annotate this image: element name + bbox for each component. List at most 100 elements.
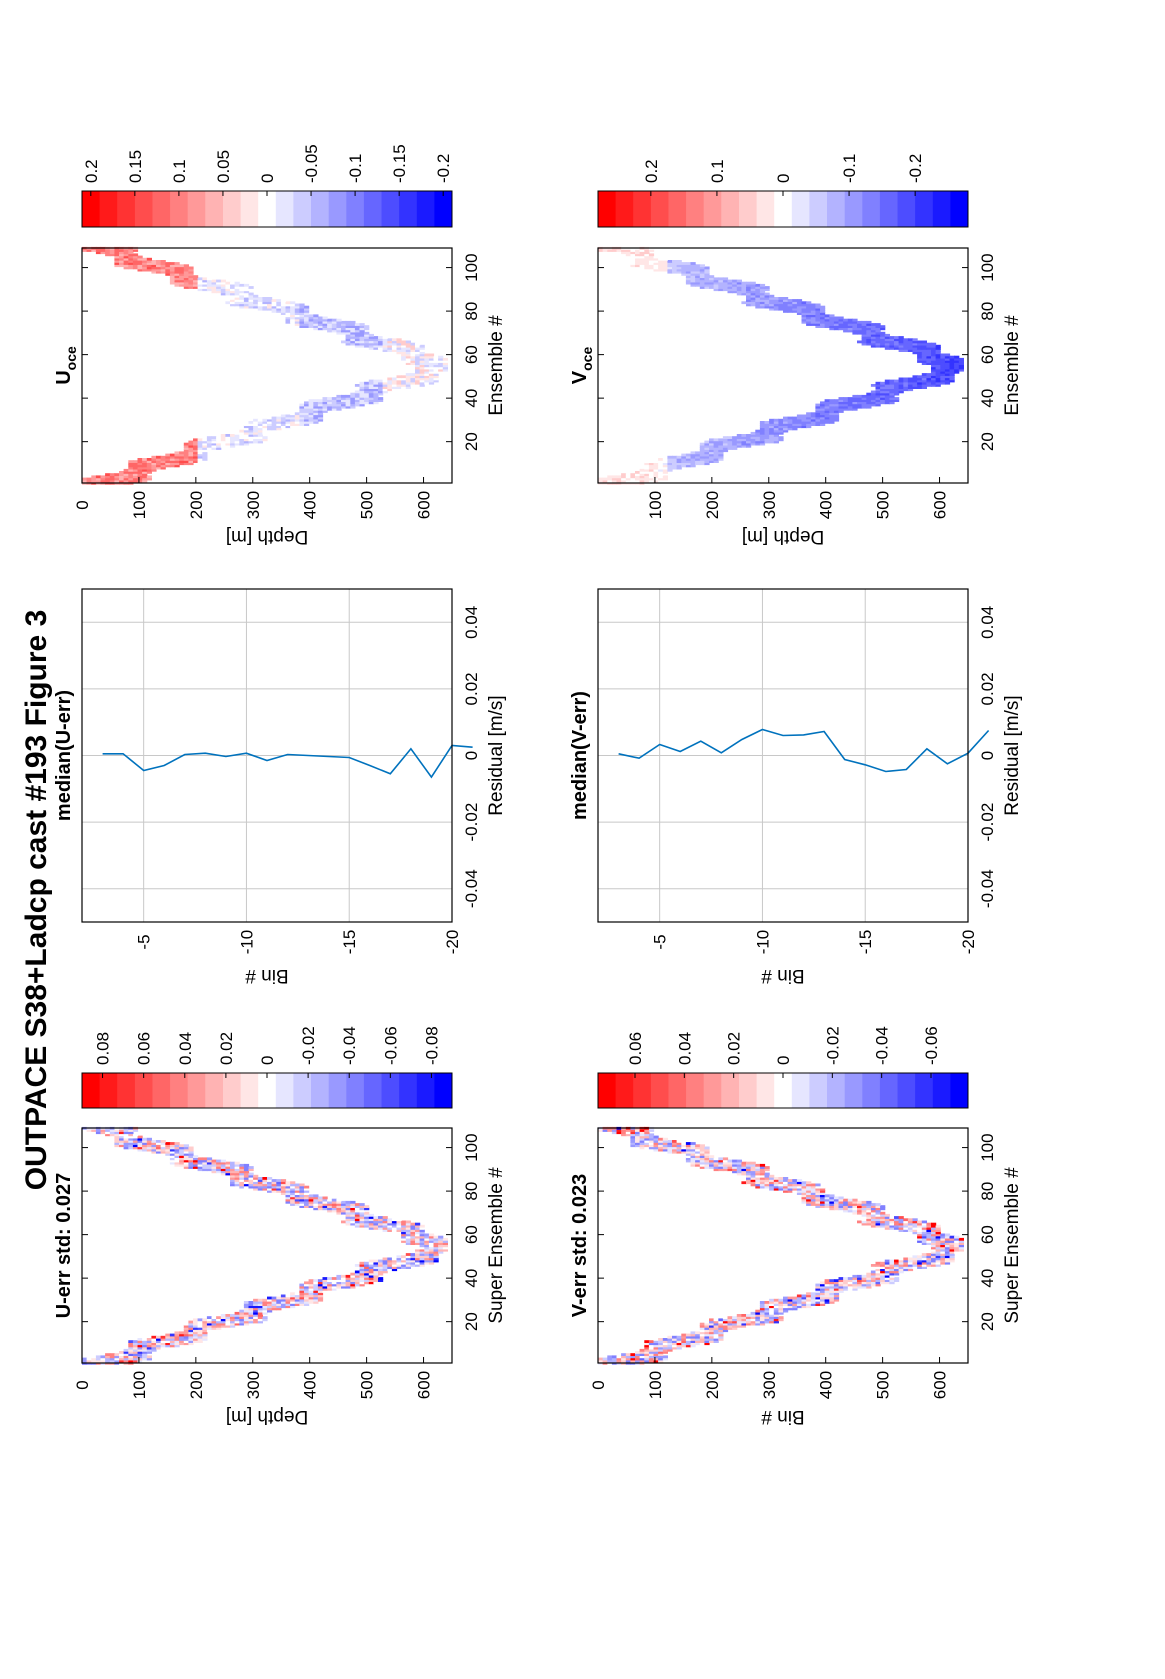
- heatmap-cell: [778, 418, 784, 422]
- heatmap-cell: [119, 251, 125, 255]
- heatmap-cell: [308, 1279, 314, 1282]
- heatmap-cell: [285, 312, 291, 315]
- heatmap-cell: [926, 349, 932, 352]
- heatmap-cell: [350, 320, 356, 324]
- heatmap-cell: [276, 1305, 282, 1309]
- heatmap-cell: [722, 1157, 729, 1161]
- heatmap-cell: [801, 1185, 807, 1189]
- heatmap-cell: [783, 1190, 789, 1193]
- heatmap-cell: [699, 451, 705, 455]
- heatmap-cell: [156, 466, 162, 470]
- heatmap-cell: [931, 1222, 937, 1226]
- heatmap-cell: [898, 379, 904, 383]
- heatmap-cell: [824, 1200, 830, 1204]
- colorbar-swatch: [240, 191, 259, 227]
- heatmap-cell: [764, 286, 770, 289]
- heatmap-cell: [382, 1227, 388, 1230]
- heatmap-cell: [248, 1320, 254, 1324]
- heatmap-cell: [183, 1144, 189, 1148]
- heatmap-cell: [783, 310, 789, 313]
- heatmap-cell: [308, 412, 314, 416]
- heatmap-cell: [838, 1200, 844, 1204]
- heatmap-cell: [378, 1277, 384, 1280]
- heatmap-cell: [755, 440, 761, 444]
- heatmap-cell: [676, 462, 682, 466]
- heatmap-cell: [183, 1150, 189, 1154]
- heatmap-cell: [317, 416, 324, 420]
- heatmap-cell: [160, 455, 166, 459]
- heatmap-cell: [644, 266, 650, 270]
- heatmap-cell: [271, 1307, 277, 1311]
- heatmap-cell: [378, 1218, 384, 1222]
- heatmap-cell: [119, 1133, 125, 1137]
- heatmap-cell: [681, 1340, 687, 1343]
- heatmap-cell: [713, 288, 719, 292]
- heatmap-cell: [722, 1159, 729, 1163]
- heatmap-cell: [843, 399, 849, 402]
- heatmap-cell: [234, 1172, 240, 1176]
- heatmap-cell: [796, 1181, 803, 1185]
- heatmap-cell: [704, 1340, 710, 1343]
- heatmap-cell: [322, 1207, 328, 1211]
- heatmap-cell: [433, 360, 439, 363]
- heatmap-cell: [773, 303, 779, 307]
- heatmap-cell: [415, 1231, 421, 1235]
- heatmap-cell: [783, 1183, 789, 1187]
- heatmap-cell: [364, 390, 370, 394]
- heatmap-cell: [368, 399, 374, 402]
- heatmap-cell: [806, 316, 812, 320]
- heatmap-cell: [783, 301, 789, 305]
- heatmap-cell: [870, 392, 877, 396]
- panel-title-text: U-err std: 0.027: [53, 1173, 75, 1319]
- heatmap-cell: [829, 1301, 835, 1304]
- heatmap-cell: [732, 290, 738, 294]
- heatmap-cell: [648, 1353, 655, 1356]
- heatmap-cell: [169, 1333, 176, 1337]
- heatmap-cell: [759, 301, 766, 305]
- heatmap-cell: [174, 279, 180, 283]
- heatmap-cell: [792, 1181, 798, 1185]
- heatmap-cell: [424, 1244, 430, 1248]
- heatmap-cell: [336, 394, 342, 398]
- heatmap-cell: [308, 1203, 314, 1206]
- heatmap-cell: [667, 1140, 673, 1143]
- heatmap-cell: [718, 458, 724, 461]
- heatmap-cell: [875, 386, 881, 389]
- heatmap-cell: [142, 260, 148, 263]
- heatmap-cell: [151, 262, 157, 265]
- heatmap-cell: [801, 312, 807, 315]
- heatmap-cell: [806, 412, 812, 416]
- heatmap-cell: [230, 440, 236, 444]
- heatmap-cell: [704, 1322, 710, 1326]
- heatmap-cell: [350, 1205, 356, 1208]
- heatmap-cell: [935, 1259, 941, 1263]
- heatmap-cell: [648, 464, 655, 468]
- heatmap-cell: [783, 1296, 789, 1300]
- heatmap-cell: [792, 1185, 798, 1189]
- heatmap-cell: [216, 1166, 222, 1169]
- heatmap-cell: [239, 303, 245, 307]
- heatmap-cell: [304, 1192, 310, 1195]
- heatmap-cell: [644, 249, 650, 252]
- heatmap-cell: [935, 1264, 941, 1267]
- heatmap-cell: [433, 373, 439, 376]
- heatmap-cell: [880, 340, 886, 344]
- heatmap-cell: [917, 357, 923, 361]
- heatmap-cell: [290, 303, 296, 307]
- heatmap-cell: [160, 1340, 166, 1343]
- heatmap-cell: [824, 316, 830, 320]
- heatmap-cell: [299, 1301, 305, 1304]
- heatmap-cell: [128, 1142, 134, 1145]
- heatmap-cell: [676, 464, 682, 468]
- heatmap-cell: [824, 1298, 830, 1302]
- heatmap-cell: [225, 1320, 231, 1324]
- heatmap-cell: [870, 399, 877, 402]
- heatmap-cell: [364, 333, 370, 337]
- heatmap-cell: [810, 1298, 816, 1302]
- heatmap-cell: [764, 1183, 770, 1187]
- heatmap-cell: [331, 323, 337, 326]
- heatmap-cell: [810, 1296, 816, 1300]
- heatmap-cell: [764, 288, 770, 292]
- heatmap-cell: [276, 416, 282, 420]
- heatmap-cell: [206, 1327, 213, 1330]
